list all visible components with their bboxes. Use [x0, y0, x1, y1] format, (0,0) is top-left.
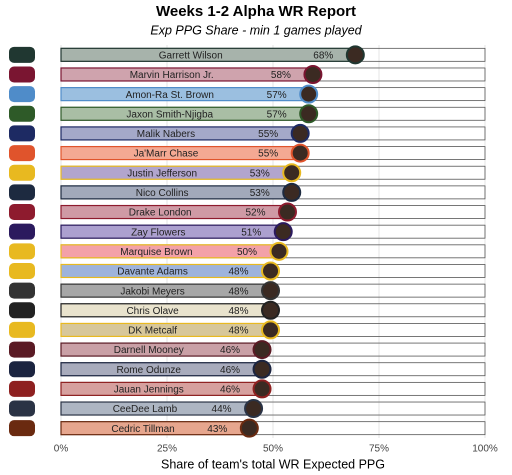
- bar-label: Nico Collins: [136, 188, 189, 199]
- value-label: 48%: [229, 267, 249, 278]
- player-headshot: [282, 163, 302, 183]
- player-headshot: [299, 84, 319, 104]
- team-logo: [9, 282, 35, 299]
- value-label: 57%: [267, 109, 287, 120]
- value-label: 48%: [229, 286, 249, 297]
- player-headshot: [290, 143, 310, 163]
- value-label: 48%: [229, 306, 249, 317]
- bar-label: Garrett Wilson: [159, 50, 223, 61]
- team-logo: [9, 46, 35, 63]
- team-logo: [9, 105, 35, 122]
- team-logo: [9, 164, 35, 181]
- value-label: 55%: [258, 129, 278, 140]
- player-headshot: [239, 418, 259, 438]
- team-logo: [9, 262, 35, 279]
- team-logo: [9, 204, 35, 221]
- bar-label: Jakobi Meyers: [120, 286, 184, 297]
- player-headshot: [261, 320, 281, 340]
- x-tick-label: 100%: [472, 444, 498, 455]
- chart-title: Weeks 1-2 Alpha WR Report: [156, 3, 356, 20]
- player-headshot: [252, 340, 272, 360]
- player-headshot: [282, 182, 302, 202]
- bar-label: Drake London: [129, 208, 192, 219]
- player-headshot: [252, 359, 272, 379]
- x-tick-label: 50%: [263, 444, 283, 455]
- bar-label: Darnell Mooney: [114, 345, 184, 356]
- player-headshot: [244, 399, 264, 419]
- bar-label: Marquise Brown: [120, 247, 192, 258]
- value-label: 55%: [258, 149, 278, 160]
- value-label: 58%: [271, 70, 291, 81]
- team-logo: [9, 380, 35, 397]
- team-logo: [9, 125, 35, 142]
- team-logo: [9, 145, 35, 162]
- bar-label: Rome Odunze: [117, 365, 182, 376]
- x-tick-label: 25%: [157, 444, 177, 455]
- team-logo: [9, 86, 35, 103]
- value-label: 46%: [220, 385, 240, 396]
- value-label: 44%: [212, 404, 232, 415]
- team-logo: [9, 400, 35, 417]
- bar-label: Davante Adams: [117, 267, 188, 278]
- player-headshot: [261, 300, 281, 320]
- team-logo: [9, 321, 35, 338]
- bar-label: Ja'Marr Chase: [134, 149, 199, 160]
- bar-label: Zay Flowers: [131, 227, 185, 238]
- player-headshot: [299, 104, 319, 124]
- team-logo: [9, 361, 35, 378]
- x-tick-label: 0%: [54, 444, 69, 455]
- chart-subtitle: Exp PPG Share - min 1 games played: [150, 23, 362, 37]
- bar-label: DK Metcalf: [128, 326, 177, 337]
- value-label: 46%: [220, 345, 240, 356]
- bar-label: Jauan Jennings: [114, 385, 184, 396]
- team-logo: [9, 243, 35, 260]
- player-headshot: [303, 64, 323, 84]
- bar-label: Cedric Tillman: [111, 424, 174, 435]
- value-label: 52%: [245, 208, 265, 219]
- x-axis-title: Share of team's total WR Expected PPG: [161, 457, 385, 471]
- team-logo: [9, 223, 35, 240]
- value-label: 53%: [250, 188, 270, 199]
- value-label: 50%: [237, 247, 257, 258]
- bar-label: Justin Jefferson: [127, 168, 197, 179]
- player-headshot: [261, 261, 281, 281]
- bar-label: Jaxon Smith-Njigba: [126, 109, 213, 120]
- value-label: 51%: [241, 227, 261, 238]
- value-label: 57%: [267, 90, 287, 101]
- value-label: 53%: [250, 168, 270, 179]
- player-headshot: [273, 222, 293, 242]
- player-headshot: [277, 202, 297, 222]
- value-label: 43%: [207, 424, 227, 435]
- bar-label: Chris Olave: [126, 306, 179, 317]
- team-logo: [9, 420, 35, 437]
- value-label: 68%: [313, 50, 333, 61]
- value-label: 46%: [220, 365, 240, 376]
- player-headshot: [345, 45, 365, 65]
- team-logo: [9, 184, 35, 201]
- player-headshot: [290, 123, 310, 143]
- team-logo: [9, 341, 35, 358]
- team-logo: [9, 302, 35, 319]
- player-headshot: [252, 379, 272, 399]
- bar-label: Amon-Ra St. Brown: [126, 90, 214, 101]
- player-headshot: [261, 281, 281, 301]
- bar-label: Marvin Harrison Jr.: [130, 70, 214, 81]
- team-logo: [9, 66, 35, 83]
- value-label: 48%: [229, 326, 249, 337]
- bar-label: Malik Nabers: [137, 129, 195, 140]
- bar-label: CeeDee Lamb: [113, 404, 178, 415]
- player-headshot: [269, 241, 289, 261]
- x-tick-label: 75%: [369, 444, 389, 455]
